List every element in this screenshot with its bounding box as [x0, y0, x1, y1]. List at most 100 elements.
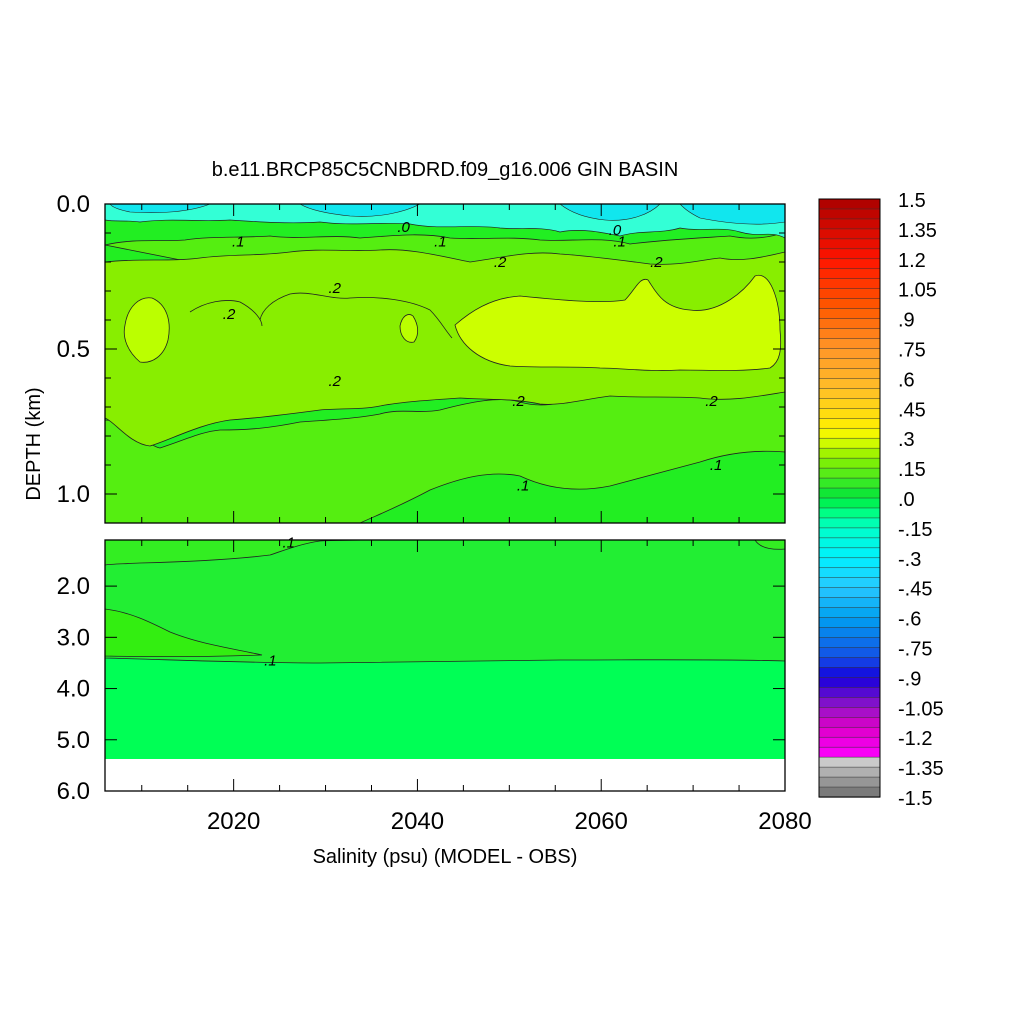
colorbar-swatch: [818, 487, 881, 499]
colorbar-swatch: [818, 687, 881, 698]
colorbar-swatch: [818, 308, 881, 320]
colorbar-swatch: [818, 587, 881, 599]
colorbar-label: 1.5: [898, 190, 926, 212]
colorbar-swatch: [818, 776, 881, 788]
contour-labels: .1.0.1.2.0.1.2.2.2.2.2.2.1.1.1.1: [223, 219, 723, 669]
y-tick-label: 0.0: [57, 191, 90, 218]
colorbar-frame: [818, 198, 881, 798]
contour-line-0.2: [259, 292, 453, 339]
contour-fill-0.25-0.3-b: [123, 297, 170, 363]
contour-label: .1: [613, 234, 626, 251]
y-tick-label: 2.0: [57, 573, 90, 600]
colorbar-label: .0: [898, 489, 915, 511]
colorbar-label: -.45: [898, 579, 932, 601]
colorbar-swatch: [818, 537, 881, 549]
y-tick-label: 5.0: [57, 727, 90, 754]
lower-fill-0.05-0.1: [105, 540, 785, 664]
upper-panel-frame: [104, 203, 786, 524]
colorbar-label: 1.2: [898, 250, 926, 272]
contour-label: .2: [705, 393, 718, 410]
colorbar-swatch: [818, 348, 881, 360]
colorbar-swatch: [818, 477, 881, 489]
lower-panel-frame: [104, 539, 786, 792]
y-tick-label: 3.0: [57, 624, 90, 651]
contour-fill-0.25-0.3-a: [454, 274, 782, 371]
colorbar-swatch: [818, 218, 881, 230]
colorbar-swatch: [818, 577, 881, 589]
colorbar-swatch: [818, 248, 881, 260]
colorbar-swatch: [818, 627, 881, 639]
contour-label: .2: [223, 306, 236, 323]
colorbar-swatch: [818, 497, 881, 509]
colorbar-swatch: [818, 268, 881, 280]
contour-label: .2: [494, 254, 507, 271]
x-tick-label: 2080: [758, 808, 811, 835]
colorbar-label: -1.2: [898, 728, 932, 750]
contour-line-0.25-small: [399, 314, 419, 343]
y-tick-label: 4.0: [57, 676, 90, 703]
upper-panel: [104, 203, 786, 524]
contour-label: .1: [710, 457, 723, 474]
colorbar-label: -.6: [898, 609, 921, 631]
colorbar-swatch: [818, 278, 881, 290]
colorbar-label: 1.35: [898, 220, 937, 242]
colorbar-label: -.3: [898, 549, 921, 571]
lower-fill-0.1-0.15-left: [105, 608, 263, 658]
colorbar-label: .6: [898, 369, 915, 391]
contour-label: .2: [512, 393, 525, 410]
colorbar-label: -1.05: [898, 698, 944, 720]
colorbar-swatch: [818, 398, 881, 409]
y-axis: 0.0 0.5 1.0 2.0 3.0 4.0 5.0 6.0: [57, 191, 785, 805]
colorbar-swatch: [818, 408, 881, 419]
contour-label: .0: [609, 222, 622, 239]
colorbar-swatch: [818, 597, 881, 609]
contour-label: .1: [283, 535, 296, 552]
colorbar-swatch: [818, 328, 881, 340]
contour-fill-0.15-0.25: [105, 249, 785, 447]
colorbar-swatch: [818, 208, 881, 220]
colorbar-swatch: [818, 298, 881, 310]
colorbar-swatch: [818, 358, 881, 370]
colorbar-swatch: [818, 447, 881, 459]
colorbar-swatch: [818, 726, 881, 738]
colorbar-swatch: [818, 388, 881, 399]
x-axis-label: Salinity (psu) (MODEL - OBS): [313, 846, 578, 868]
colorbar-label: .45: [898, 399, 926, 421]
colorbar-label: -.75: [898, 639, 932, 661]
lower-fill-0.1-right: [754, 540, 785, 550]
colorbar-swatch: [818, 607, 881, 619]
colorbar-label: .3: [898, 429, 915, 451]
y-tick-label: 0.5: [57, 336, 90, 363]
y-tick-label: 1.0: [57, 481, 90, 508]
colorbar-swatch: [818, 437, 881, 449]
colorbar-swatch: [818, 557, 881, 569]
colorbar-swatch: [818, 318, 881, 330]
colorbar-swatch: [818, 637, 881, 649]
colorbar-swatch: [818, 378, 881, 390]
contour-fill-surface-cyan-deep: [109, 204, 785, 225]
y-tick-label: 6.0: [57, 778, 90, 805]
colorbar-swatch: [818, 707, 881, 718]
colorbar-swatch: [818, 198, 881, 210]
colorbar-swatch: [818, 338, 881, 350]
colorbar-swatch: [818, 756, 881, 768]
colorbar-label: 1.05: [898, 280, 937, 302]
colorbar-swatch: [818, 717, 881, 728]
colorbar-label: -.9: [898, 668, 921, 690]
contour-label: .2: [650, 254, 663, 271]
contour-label: .2: [328, 280, 341, 297]
y-axis-label: DEPTH (km): [23, 387, 45, 500]
colorbar-swatch: [818, 527, 881, 539]
colorbar-swatch: [818, 667, 881, 679]
colorbar-swatch: [818, 457, 881, 469]
colorbar-swatch: [818, 517, 881, 529]
colorbar-swatch: [818, 258, 881, 270]
colorbar-label: -1.5: [898, 788, 932, 810]
colorbar-swatch: [818, 288, 881, 300]
chart-title: b.e11.BRCP85C5CNBDRD.f09_g16.006 GIN BAS…: [212, 159, 679, 181]
contour-label: .1: [232, 234, 245, 251]
x-axis: 2020 2040 2060 2080: [141, 204, 812, 835]
colorbar-swatch: [818, 697, 881, 708]
